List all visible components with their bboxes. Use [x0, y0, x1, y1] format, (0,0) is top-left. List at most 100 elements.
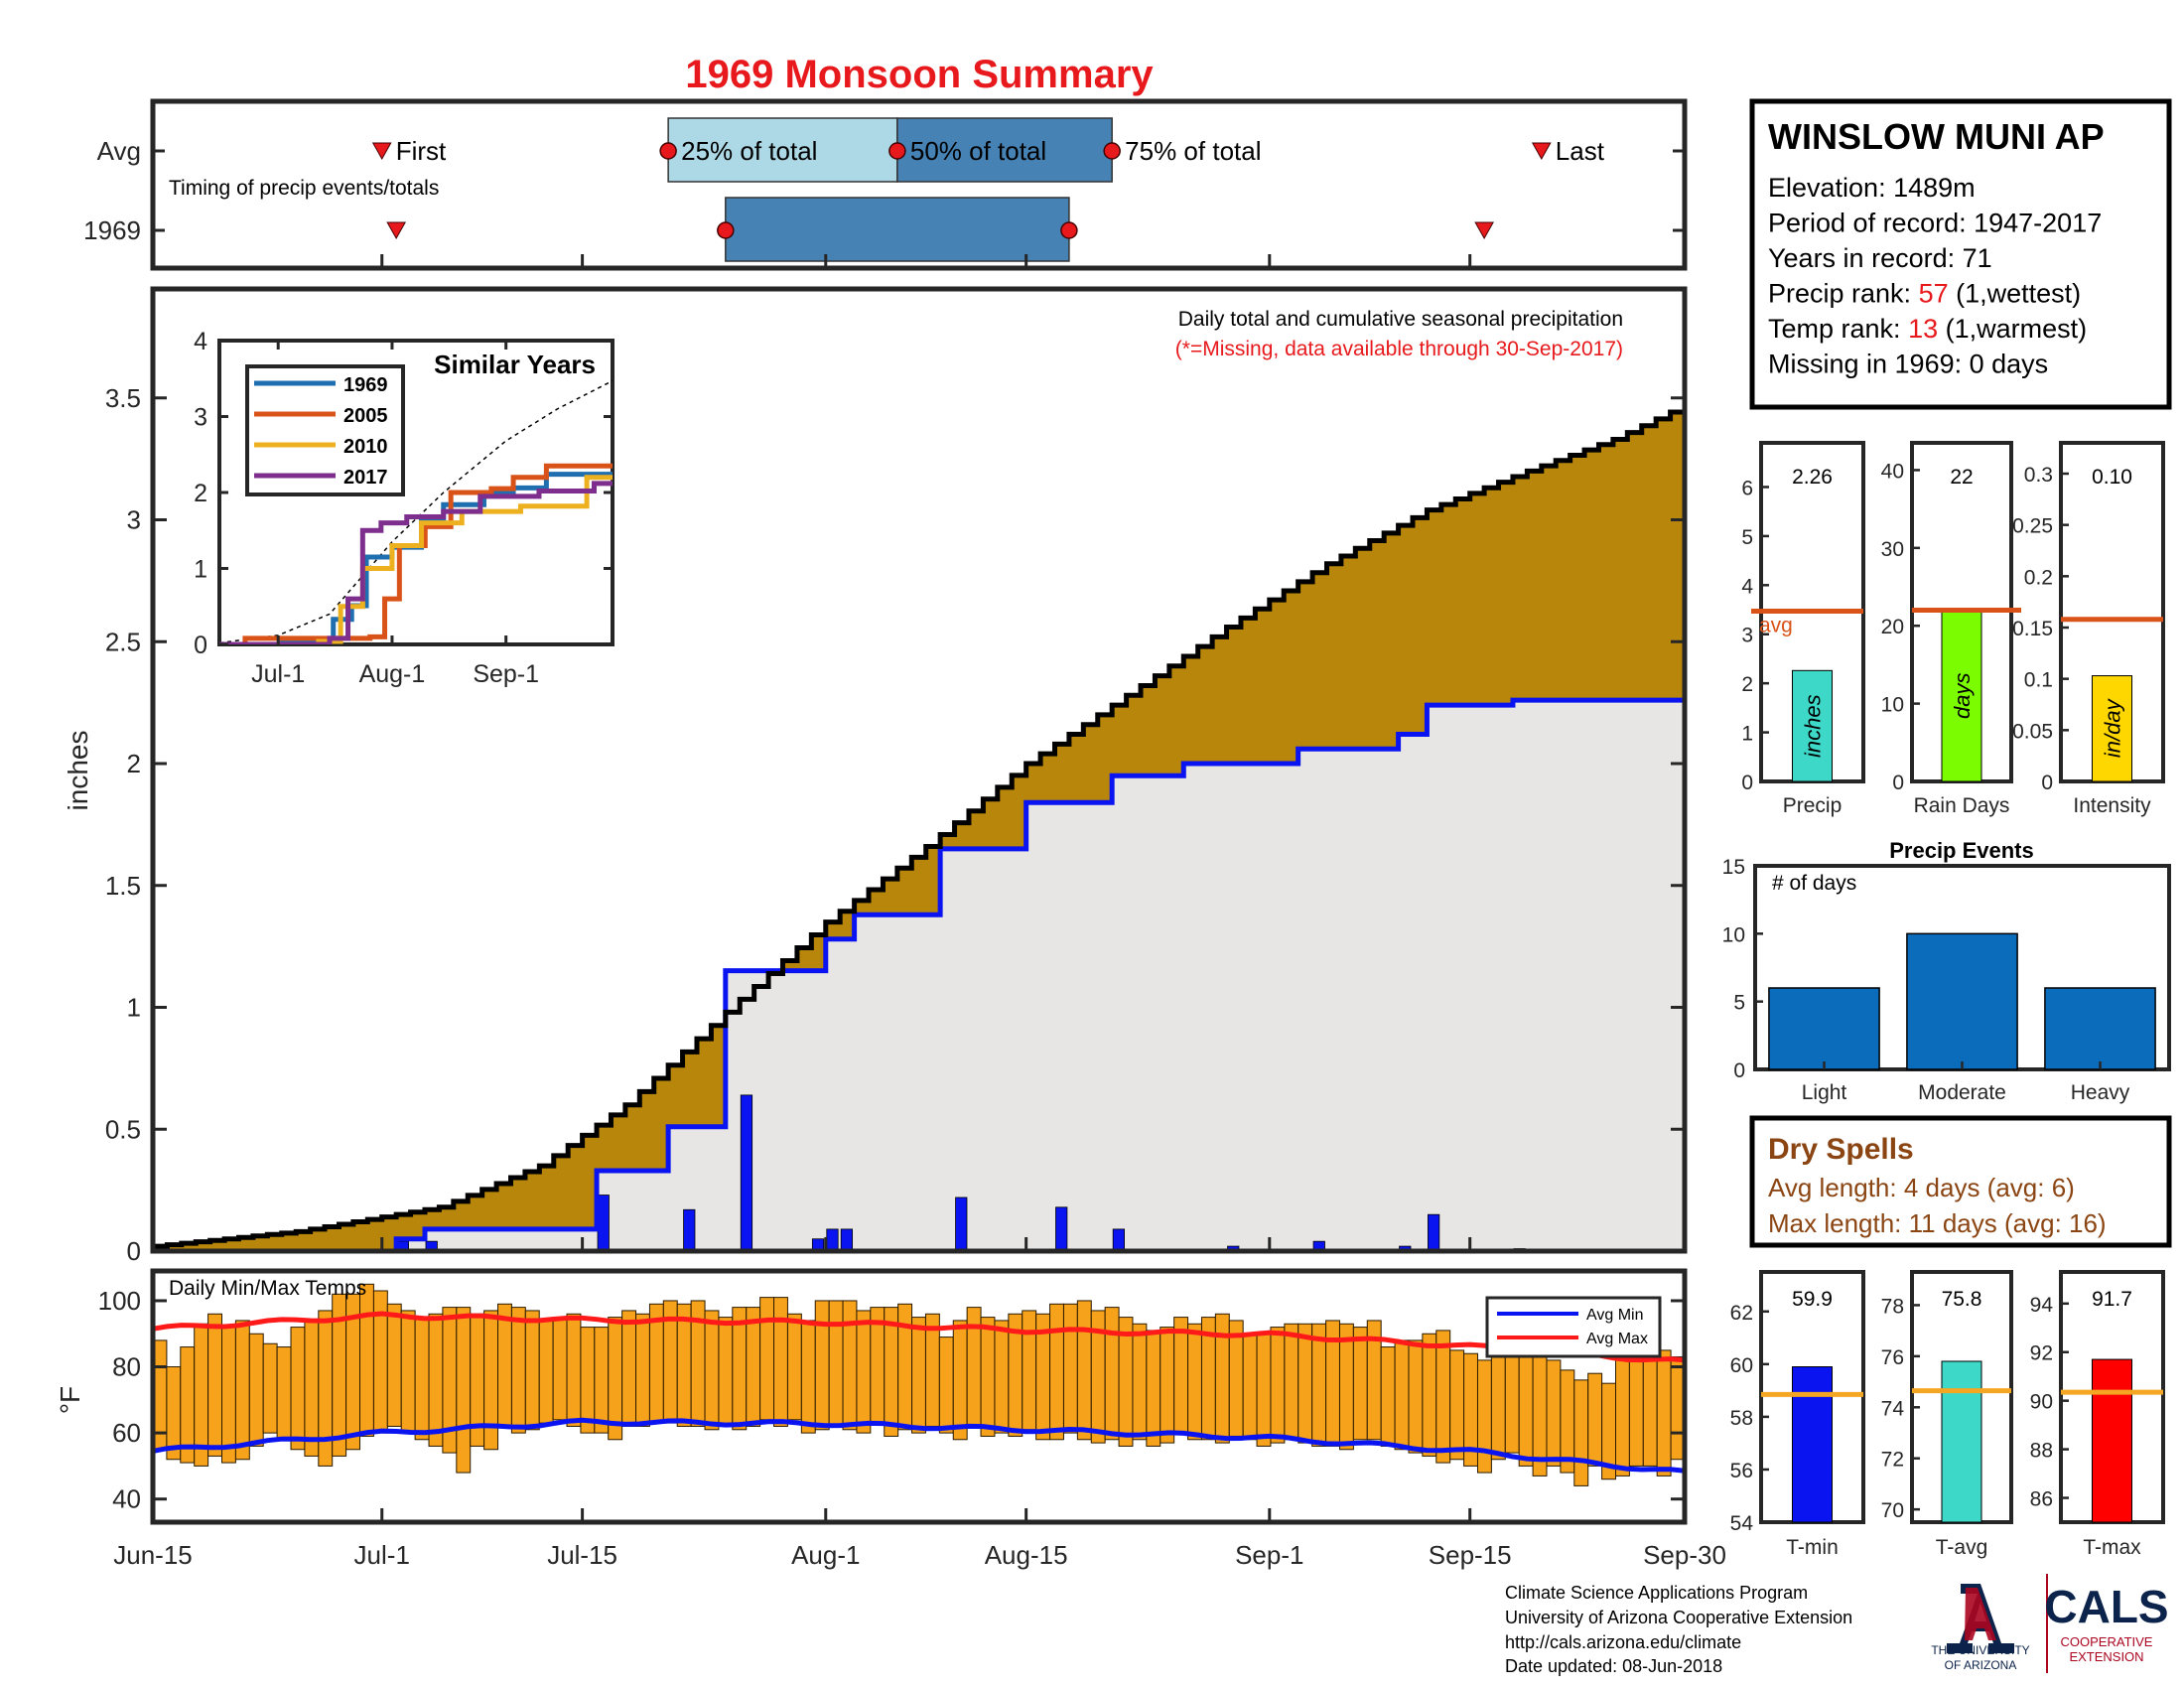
timing-label-p25: 25% of total — [681, 136, 817, 166]
mini-temp-bar-0 — [1792, 1365, 1833, 1523]
missing-data-note: (*=Missing, data available through 30-Se… — [1175, 338, 1623, 360]
daily-temp-bar — [732, 1307, 748, 1431]
timing-row-label-avg: Avg — [97, 136, 141, 166]
daily-temp-bar — [400, 1310, 416, 1434]
daily-temp-bar — [1642, 1349, 1658, 1467]
mini-temp-label-2: T-max — [2083, 1536, 2141, 1559]
timing-avg-p75-marker — [1103, 142, 1121, 160]
precip-events-subtitle: # of days — [1772, 872, 1856, 895]
date-axis-label: Jul-15 — [547, 1540, 617, 1570]
timing-caption: Timing of precip events/totals — [169, 177, 439, 200]
mini-temp-tick-label: 62 — [1730, 1302, 1753, 1325]
precip-note: Daily total and cumulative seasonal prec… — [1178, 308, 1623, 331]
timing-avg-last-marker — [1531, 142, 1552, 161]
date-axis-label: Aug-1 — [791, 1540, 860, 1570]
dry-spells-frame — [1749, 1115, 2172, 1248]
temperature-panel-frame — [150, 1268, 1688, 1525]
daily-temp-bar — [1270, 1327, 1286, 1444]
timing-avg-box-50-75 — [896, 117, 1113, 183]
daily-temp-bar — [1380, 1346, 1396, 1447]
mini-temp-tick-label: 90 — [2030, 1391, 2053, 1414]
daily-temp-bar — [718, 1317, 734, 1427]
year-cumulative-area — [153, 700, 1685, 1251]
timing-year-first-marker — [386, 221, 407, 240]
daily-temp-bar — [594, 1327, 610, 1434]
timing-avg-p50-marker — [888, 142, 906, 160]
mini-temp-tick-label: 56 — [1730, 1460, 1753, 1482]
mini-precip-tick-label: 0.1 — [2024, 669, 2053, 692]
daily-temp-bar — [924, 1313, 940, 1427]
mini-precip-label-2: Intensity — [2073, 794, 2151, 817]
mini-precip-bar-1 — [1941, 610, 1982, 782]
inset-y-tick-label: 3 — [194, 404, 207, 432]
dry-spells-title: Dry Spells — [1768, 1133, 1914, 1166]
mini-precip-value-1: 22 — [1950, 466, 1973, 489]
timing-label-p50: 50% of total — [910, 136, 1046, 166]
precip-events-y-tick-label: 15 — [1722, 856, 1745, 879]
timing-avg-box-25-50 — [667, 117, 898, 183]
daily-temp-bar — [1146, 1330, 1161, 1447]
daily-temp-bar — [276, 1346, 292, 1441]
precip-events-y-tick-label: 0 — [1733, 1059, 1745, 1082]
mini-temp-tick-label: 94 — [2030, 1294, 2054, 1317]
avg-min-temp-line — [153, 1417, 1685, 1474]
mini-temp-tick-label: 70 — [1881, 1499, 1904, 1522]
mini-temp-tick-label: 58 — [1730, 1407, 1753, 1430]
station-info-label: Precip rank: — [1768, 279, 1919, 309]
station-info-line: Temp rank: 13 (1,warmest) — [1768, 314, 2087, 344]
mini-temp-value-1: 75.8 — [1942, 1288, 1982, 1311]
temperature-legend: Avg Min Avg Max — [1485, 1296, 1662, 1358]
ua-block-a-inner — [1965, 1588, 1996, 1640]
daily-temp-bar — [1656, 1349, 1672, 1477]
daily-temp-bar — [1546, 1359, 1562, 1467]
mini-precip-tick-label: 6 — [1741, 477, 1753, 499]
cals-coop-line1: COOPERATIVE — [2061, 1634, 2153, 1649]
temp-y-tick-label: 80 — [112, 1352, 141, 1382]
mini-precip-tick-label: 4 — [1741, 575, 1753, 598]
precip-events-panel: Precip Events # of days Light Moderate Hea… — [1722, 838, 2171, 1104]
precip-event-category-label: Light — [1802, 1081, 1847, 1104]
daily-temp-bar — [318, 1310, 334, 1467]
mini-precip-tick-label: 0 — [2041, 772, 2053, 794]
mini-precip-label-1: Rain Days — [1914, 794, 2010, 817]
inset-avg-dashed-line — [219, 379, 613, 644]
daily-temp-bar — [704, 1310, 720, 1431]
timing-avg-first-marker — [371, 142, 392, 161]
daily-temp-bar — [980, 1317, 996, 1437]
mini-temp-tick-label: 72 — [1881, 1449, 1904, 1472]
daily-temp-bar — [1352, 1327, 1368, 1441]
dry-spells-box: Dry Spells Avg length: 4 days (avg: 6) M… — [1749, 1115, 2172, 1248]
precip-event-bar-moderate — [1906, 932, 2018, 1070]
avg-max-temp-line — [153, 1311, 1685, 1363]
station-info-line: Missing in 1969: 0 days — [1768, 350, 2048, 379]
mini-precip-tick-label: 0 — [1892, 772, 1904, 794]
daily-temp-bar — [786, 1313, 802, 1421]
mini-temp-value-2: 91.7 — [2092, 1288, 2132, 1311]
temp-y-tick-label: 100 — [98, 1286, 141, 1316]
daily-temp-bar — [497, 1303, 512, 1427]
daily-temp-bar — [207, 1313, 223, 1457]
daily-temp-bar — [538, 1320, 554, 1424]
daily-temp-bar — [1104, 1307, 1120, 1441]
mini-precip-unit-2: in/day — [2101, 697, 2125, 758]
mini-temp-bar-1 — [1941, 1360, 1982, 1523]
mini-temp-label-1: T-avg — [1936, 1536, 1988, 1559]
footer-line-updated: Date updated: 08-Jun-2018 — [1505, 1656, 1722, 1676]
mini-temp-value-0: 59.9 — [1792, 1288, 1833, 1311]
daily-temp-bar — [1132, 1323, 1148, 1441]
cals-logo-text: CALS — [2044, 1581, 2168, 1632]
timing-panel: First 25% of total 50% of total 75% of tota… — [83, 98, 1688, 271]
timing-row-label-year: 1969 — [83, 215, 141, 245]
daily-precip-bar — [740, 1094, 753, 1251]
inset-series-line-2005 — [219, 463, 613, 644]
mini-precip-unit-1: days — [1950, 673, 1975, 719]
daily-temp-bar — [746, 1307, 761, 1427]
station-rank-note: (1,warmest) — [1938, 314, 2087, 344]
daily-temp-bar — [911, 1317, 926, 1434]
ua-block-a-logo — [1947, 1584, 2014, 1653]
precip-events-y-tick-label: 10 — [1722, 923, 1745, 946]
mini-temp-label-0: T-min — [1786, 1536, 1839, 1559]
daily-temp-bar — [510, 1307, 526, 1434]
daily-precip-bar — [955, 1196, 968, 1251]
daily-temp-bar — [1022, 1310, 1037, 1431]
